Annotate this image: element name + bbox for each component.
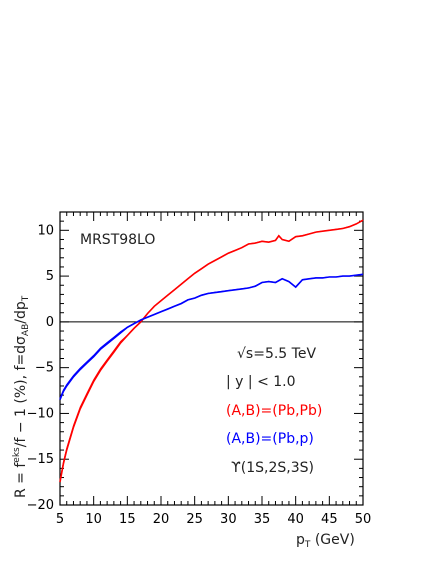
rapidity-annotation: | y | < 1.0 [226, 374, 296, 390]
y-tick-label: −10 [27, 406, 54, 421]
x-axis-label-p: p [296, 532, 305, 548]
series-lines [59, 219, 364, 483]
legend-pbpb: (A,B)=(Pb,Pb) [226, 403, 322, 419]
x-tick-label: 15 [119, 512, 136, 527]
series-line-pbpb [59, 219, 364, 483]
y-tick-label: 5 [46, 269, 54, 284]
y-tick-label: −5 [35, 361, 54, 376]
y-axis-label-r: R = f [13, 462, 29, 498]
x-tick-label: 25 [186, 512, 203, 527]
x-tick-label: 5 [56, 512, 64, 527]
y-axis-label-t: T [21, 295, 31, 302]
upsilon-annotation: ϒ(1S,2S,3S) [231, 460, 314, 476]
y-tick-label: 0 [46, 315, 54, 330]
energy-annotation: √s=5.5 TeV [237, 346, 316, 362]
y-tick-label: 10 [37, 223, 54, 238]
series-line-pbpb-band [59, 219, 364, 481]
y-tick-label: −15 [27, 452, 54, 467]
tick-marks [59, 211, 364, 506]
y-tick-label: −20 [27, 498, 54, 513]
x-tick-label: 45 [321, 512, 338, 527]
y-axis-label-mid: /f − 1 (%), f=dσ [13, 336, 29, 447]
x-tick-label: 35 [254, 512, 271, 527]
x-tick-label: 10 [85, 512, 102, 527]
model-annotation: MRST98LO [80, 232, 155, 248]
y-axis-label-ab: AB [21, 324, 31, 336]
x-tick-label: 50 [355, 512, 372, 527]
x-axis-label-sub: T [304, 540, 311, 550]
series-line-pbp-band [59, 273, 364, 399]
y-axis-label-eks: eks [12, 447, 22, 463]
x-tick-label: 20 [153, 512, 170, 527]
x-tick-label: 40 [287, 512, 304, 527]
legend-pbp: (A,B)=(Pb,p) [226, 431, 314, 447]
tick-labels: 5 10 15 20 25 30 35 40 45 50 −20 −15 −10 −5 0 5 10 [27, 223, 372, 527]
plot-frame [59, 211, 364, 506]
y-axis-label: R = feks/f − 1 (%), f=dσAB/dpT [12, 295, 31, 498]
x-tick-label: 30 [220, 512, 237, 527]
x-axis-label: pT (GeV) [296, 532, 355, 550]
y-axis-label-dp: /dp [13, 301, 29, 324]
x-axis-label-unit: (GeV) [310, 532, 354, 548]
